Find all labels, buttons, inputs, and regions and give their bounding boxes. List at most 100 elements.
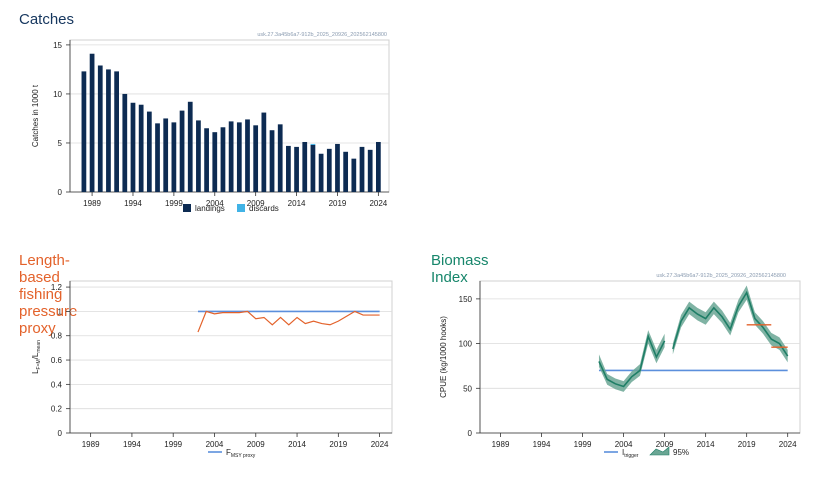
legend-label-fmsy: FMSY proxy [226,448,256,459]
y-tick-label: 0 [58,188,63,197]
x-tick-label: 1999 [164,440,182,449]
bar-landings [335,143,340,192]
x-tick-label: 2019 [738,440,756,449]
y-tick-label: 150 [459,295,473,304]
x-tick-label: 2009 [656,440,674,449]
catches-title: Catches [19,11,75,28]
bar-landings [351,158,357,192]
legend-label-itrigger: Itrigger [622,448,639,459]
y-tick-label: 0.6 [51,356,63,365]
legend-label-landings: landings [195,204,225,213]
bar-landings [375,141,381,192]
x-tick-label: 1999 [574,440,592,449]
x-tick-label: 2024 [369,199,387,208]
x-tick-label: 1989 [492,440,510,449]
y-tick-label: 0 [58,429,63,438]
y-tick-label: 0.4 [51,380,63,389]
bar-landings [146,111,152,192]
x-tick-label: 1989 [83,199,101,208]
y-tick-label: 5 [58,139,63,148]
bar-landings [122,93,128,192]
index-line [672,290,789,357]
y-tick-label: 0.8 [51,332,63,341]
bar-landings [228,121,234,192]
x-tick-label: 2024 [779,440,797,449]
x-tick-label: 1994 [123,440,141,449]
bar-landings [204,128,209,192]
x-tick-label: 1994 [533,440,551,449]
x-tick-label: 2019 [329,199,347,208]
y-axis-label: CPUE (kg/1000 hooks) [439,316,448,398]
x-tick-label: 1994 [124,199,142,208]
bar-discards [310,143,316,145]
fishing-title: Length-based fishing pressure proxy [19,252,78,337]
y-tick-label: 15 [53,41,62,50]
ratio-line [197,310,380,333]
x-tick-label: 2009 [247,199,265,208]
x-tick-label: 2014 [697,440,715,449]
x-tick-label: 2004 [615,440,633,449]
legend-swatch-landings [183,204,191,212]
bar-landings [286,145,291,192]
x-tick-label: 2004 [206,440,224,449]
bar-landings [245,119,250,192]
bar-landings [359,146,365,192]
bar-landings [171,122,177,192]
y-axis-label: LF=M/Lmean [31,340,42,374]
bar-landings [114,71,119,192]
bar-landings [367,149,373,192]
bar-landings [89,53,95,192]
y-axis-label: Catches in 1000 t [31,84,40,147]
bar-landings [163,118,169,192]
bar-landings [326,148,332,192]
bar-landings [277,124,283,192]
bar-landings [220,127,226,192]
stamp-label: usk.27.3a45b6a7-912b_2025_20926_20256214… [257,32,387,38]
bar-landings [343,151,349,192]
x-tick-label: 1989 [82,440,100,449]
x-tick-label: 2014 [288,199,306,208]
bar-landings [318,153,324,192]
biomass-title: Biomass Index [431,252,489,286]
bar-landings [294,146,299,192]
bar-landings [212,132,218,192]
confidence-band [672,285,788,363]
bar-landings [236,122,242,192]
bar-landings [253,125,259,192]
bar-landings [310,144,316,192]
bar-landings [138,104,144,192]
bar-landings [187,101,193,192]
stamp-label: usk.27.3a45b6a7-912b_2025_20926_20256214… [656,273,786,279]
y-tick-label: 100 [459,340,473,349]
bar-landings [269,130,275,192]
bar-landings [130,102,136,192]
bar-landings [179,110,185,192]
confidence-band [598,330,665,392]
y-tick-label: 10 [53,90,62,99]
x-tick-label: 2004 [206,199,224,208]
y-tick-label: 0.2 [51,405,63,414]
x-tick-label: 2019 [329,440,347,449]
index-line [598,333,666,388]
bar-landings [81,71,87,192]
legend-swatch-discards [237,204,245,212]
x-tick-label: 2014 [288,440,306,449]
legend-label-band: 95% [673,448,689,457]
legend-swatch-band [649,446,670,456]
x-tick-label: 2009 [247,440,265,449]
y-tick-label: 1.2 [51,283,63,292]
y-tick-label: 1 [58,307,63,316]
bar-landings [106,69,111,192]
bar-landings [97,65,103,192]
bar-landings [196,120,201,192]
legend-label-discards: discards [249,204,279,213]
y-tick-label: 50 [463,384,472,393]
bar-landings [261,112,267,192]
bar-landings [302,141,308,192]
x-tick-label: 2024 [371,440,389,449]
y-tick-label: 0 [468,429,473,438]
x-tick-label: 1999 [165,199,183,208]
